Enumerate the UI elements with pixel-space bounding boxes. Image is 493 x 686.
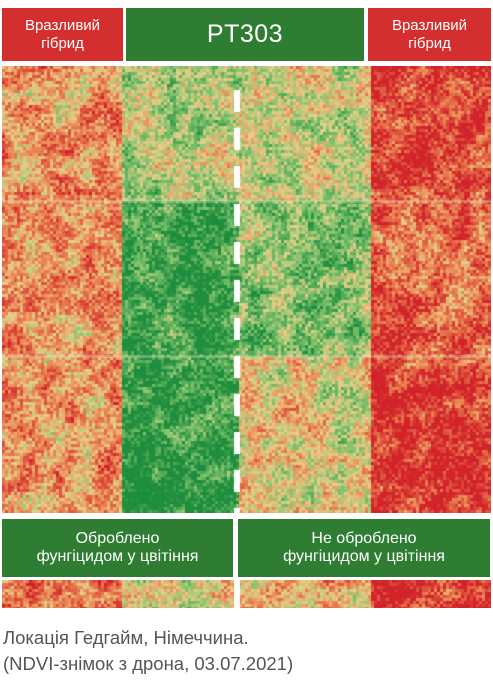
treated-line-2: фунгіцидом у цвітіння [36,548,199,565]
left-hybrid-line-1: Вразливий [24,17,101,35]
untreated-label: Не оброблено фунгіцидом у цвітіння [238,519,490,577]
left-hybrid-line-2: гібрид [41,34,84,52]
right-hybrid-line-1: Вразливий [391,17,468,35]
ndvi-drone-image [2,66,491,513]
treated-label: Оброблено фунгіцидом у цвітіння [2,519,233,577]
left-hybrid-label: Вразливий гібрид [2,8,123,61]
variety-name: PT303 [206,20,284,49]
untreated-line-2: фунгіцидом у цвітіння [283,548,445,565]
treated-line-1: Оброблено [75,529,160,547]
caption-source: (NDVI-знімок з дрона, 03.07.2021) [3,653,294,674]
variety-label: PT303 [126,8,364,61]
right-hybrid-line-2: гібрид [408,34,451,52]
ndvi-bottom-strip [2,580,491,608]
untreated-line-1: Не оброблено [311,529,417,547]
caption-location: Локація Гедгайм, Німеччина. [3,627,249,648]
image-caption: Локація Гедгайм, Німеччина. (NDVI-знімок… [3,625,488,677]
right-hybrid-label: Вразливий гібрид [368,8,491,61]
